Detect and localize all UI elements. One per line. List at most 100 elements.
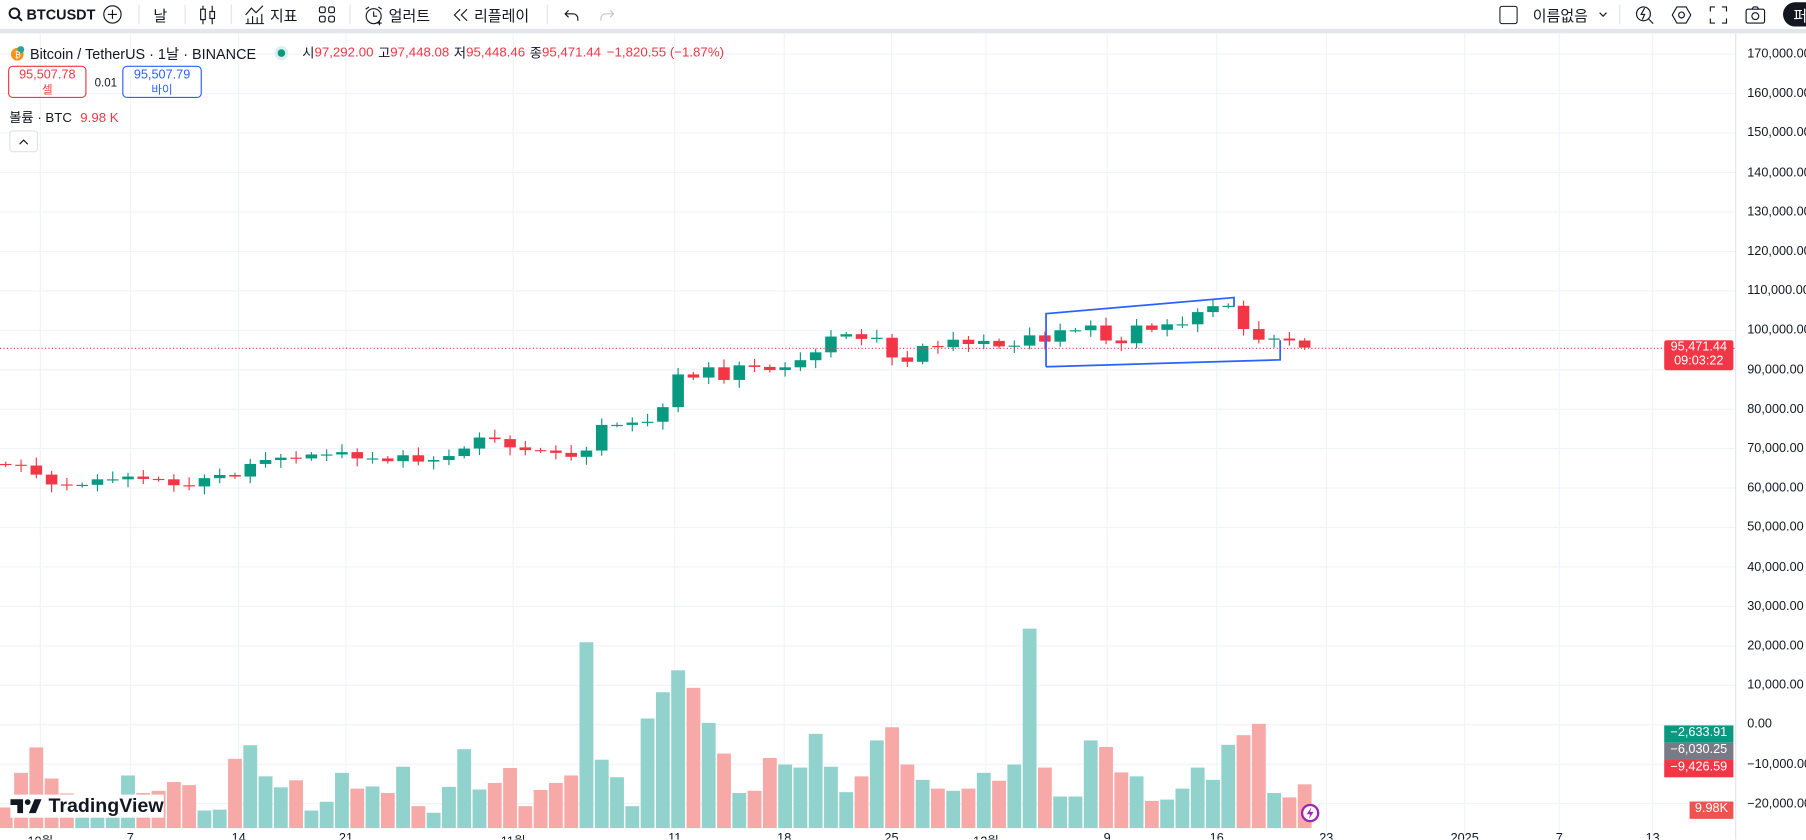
candle-body: [916, 346, 929, 362]
candle-body: [427, 460, 440, 462]
volume-bar: [686, 687, 701, 829]
candle-body: [1054, 330, 1066, 342]
price-axis-label: 100,000.00: [1747, 323, 1806, 338]
grid-icon: [318, 6, 336, 23]
volume-bar: [0, 807, 13, 829]
candle-body: [1039, 335, 1051, 342]
undo-button[interactable]: [563, 0, 579, 29]
candle-body: [397, 455, 409, 462]
candle-body: [1069, 330, 1082, 332]
volume-bar: [1144, 800, 1159, 829]
volume-bar: [793, 767, 808, 829]
volume-bar: [655, 692, 670, 829]
volume-bar: [824, 766, 838, 829]
candle-body: [290, 457, 302, 459]
lightning-icon: [1306, 807, 1315, 819]
quick-search-button[interactable]: [1634, 0, 1655, 29]
settings-button[interactable]: [1671, 0, 1692, 29]
svg-text:₿: ₿: [15, 50, 21, 59]
candle-body: [1237, 305, 1250, 330]
symbol-search-button[interactable]: BTCUSDT: [8, 0, 95, 29]
candle-body: [183, 485, 195, 487]
candle-body: [580, 450, 593, 457]
volume-bar: [1083, 740, 1098, 829]
layout-menu-button[interactable]: 이름없음: [1533, 0, 1608, 29]
volume-bar: [1236, 735, 1251, 829]
time-axis-label: 23: [1319, 831, 1334, 840]
collapse-legend-button[interactable]: [9, 130, 39, 153]
lightning-search-icon: [1634, 4, 1655, 25]
candle-body: [702, 367, 715, 378]
volume-bar: [1099, 746, 1113, 829]
snapshot-button[interactable]: [1745, 0, 1766, 29]
candle-body: [993, 340, 1005, 347]
candle-body: [657, 407, 669, 422]
candle-body: [1298, 340, 1311, 348]
channel-drawing[interactable]: [1045, 296, 1282, 368]
volume-bar: [747, 790, 762, 829]
compare-button[interactable]: [103, 0, 123, 29]
hexagon-gear-icon: [1671, 4, 1692, 25]
divider: [138, 4, 140, 25]
divider: [1619, 4, 1621, 25]
candle-body: [687, 374, 700, 378]
fullscreen-button[interactable]: [1709, 0, 1728, 29]
candle-body: [1253, 329, 1265, 340]
sell-button[interactable]: 95,507.78 셀: [8, 65, 87, 99]
symbol-title[interactable]: Bitcoin / TetherUS · 1날 · BINANCE: [29, 46, 257, 63]
indicator-tag-1: −2,633.91: [1664, 725, 1734, 743]
sell-price: 95,507.78: [19, 68, 76, 82]
candle-body: [947, 339, 959, 348]
tradingview-wordmark: TradingView: [48, 794, 164, 817]
volume-bar: [396, 766, 410, 829]
indicator-tag-3: −9,426.59: [1664, 760, 1734, 778]
buy-button[interactable]: 95,507.79 바이: [122, 65, 202, 99]
time-axis-label: 9: [1103, 831, 1111, 840]
divider: [184, 4, 186, 25]
volume-bar: [258, 776, 273, 829]
candle-body: [30, 465, 43, 475]
last-price-value: 95,471.44: [1670, 340, 1728, 355]
candle-body: [1084, 325, 1097, 331]
tradingview-logo[interactable]: TradingView: [10, 794, 164, 818]
price-axis-label: −20,000.00: [1747, 796, 1806, 811]
volume-bar: [1190, 767, 1205, 829]
templates-button[interactable]: [318, 0, 336, 29]
divider: [349, 4, 351, 25]
candle-body: [840, 334, 853, 337]
price-axis-label: 60,000.00: [1747, 481, 1804, 495]
high-label: 고: [378, 46, 391, 61]
time-axis-label: 25: [884, 831, 899, 840]
alert-button[interactable]: 얼러트: [363, 0, 430, 29]
candle-body: [534, 450, 547, 452]
replay-button[interactable]: 리플레이: [453, 0, 529, 29]
candle-body: [565, 452, 577, 457]
volume-bar: [1175, 788, 1190, 829]
price-axis-label: 120,000.00: [1747, 244, 1806, 259]
redo-button[interactable]: [600, 0, 616, 29]
candle-body: [550, 450, 562, 453]
price-axis-label: 10,000.00: [1747, 678, 1804, 693]
symbol-legend: ₿ Bitcoin / TetherUS · 1날 · BINANCE 시 97,…: [9, 42, 724, 64]
candle-body: [320, 454, 333, 456]
go-to-realtime-button[interactable]: [1300, 803, 1320, 823]
candle-body: [733, 365, 746, 380]
interval-button[interactable]: 날: [153, 6, 168, 25]
volume-legend: 볼륨 · BTC 9.98 K: [9, 108, 118, 126]
price-chart[interactable]: [0, 33, 1806, 840]
candle-body: [1115, 340, 1128, 344]
chart-type-button[interactable]: [198, 0, 216, 29]
publish-button[interactable]: 퍼: [1783, 2, 1806, 27]
indicators-button[interactable]: 지표: [244, 0, 297, 29]
close-value: 95,471.44: [541, 45, 602, 60]
candle-body: [1130, 325, 1143, 344]
volume-bar: [808, 733, 823, 829]
volume-bar: [1007, 764, 1022, 829]
price-axis-label: 20,000.00: [1747, 638, 1804, 653]
layout-checkbox[interactable]: [1499, 0, 1518, 29]
volume-bar: [1129, 776, 1144, 829]
candle-body: [305, 454, 318, 459]
volume-bar: [594, 759, 609, 829]
candle-body: [0, 463, 12, 466]
candle-body: [412, 455, 425, 462]
